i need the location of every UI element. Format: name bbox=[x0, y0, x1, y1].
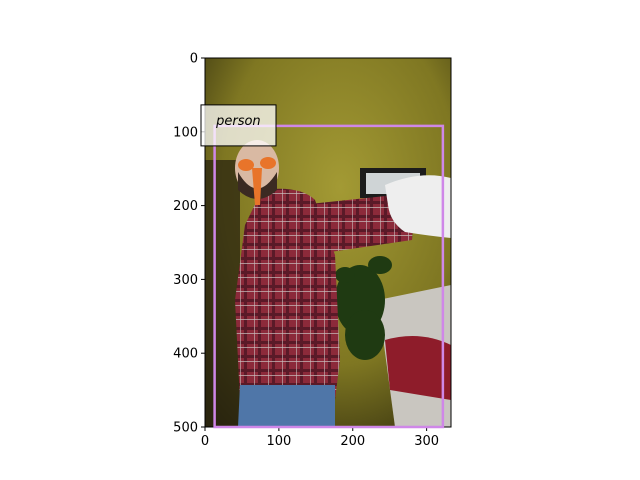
y-axis: 0 100 200 300 400 500 bbox=[173, 52, 205, 436]
detections: person bbox=[200, 104, 445, 429]
x-tick-label: 100 bbox=[266, 434, 291, 449]
red-pillow bbox=[385, 336, 451, 400]
carrot-nose bbox=[252, 168, 262, 205]
y-tick-label: 400 bbox=[173, 347, 198, 362]
y-tick-label: 500 bbox=[173, 421, 198, 436]
carrot-eye-right bbox=[260, 157, 276, 169]
detection-label: person bbox=[215, 114, 261, 129]
jeans bbox=[238, 385, 335, 427]
torso bbox=[235, 188, 340, 400]
beard bbox=[238, 172, 277, 199]
plant bbox=[335, 256, 392, 360]
carrot-eye-left bbox=[238, 159, 254, 171]
y-tick-label: 0 bbox=[190, 52, 198, 67]
y-tick-label: 100 bbox=[173, 125, 198, 140]
x-tick-label: 200 bbox=[340, 434, 365, 449]
y-tick-label: 200 bbox=[173, 199, 198, 214]
x-tick-label: 0 bbox=[201, 434, 209, 449]
x-axis: 0 100 200 300 bbox=[201, 427, 439, 449]
photo bbox=[205, 58, 451, 427]
detection-label-box bbox=[200, 104, 277, 147]
door-shadow bbox=[205, 160, 240, 427]
hand bbox=[385, 175, 451, 238]
detection-box bbox=[213, 124, 445, 429]
y-tick-label: 300 bbox=[173, 273, 198, 288]
x-tick-label: 300 bbox=[414, 434, 439, 449]
arm bbox=[300, 195, 415, 252]
